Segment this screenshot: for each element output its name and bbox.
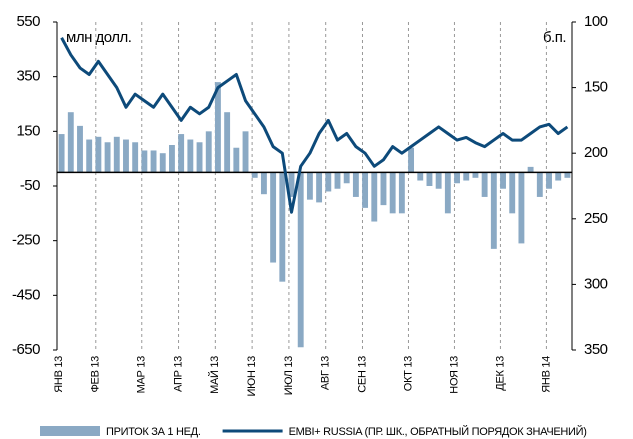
bar (490, 172, 497, 249)
y-tick-label: 550 (16, 13, 40, 30)
bar (417, 172, 424, 181)
bar (178, 134, 185, 173)
bar (95, 136, 102, 173)
bar (435, 172, 442, 189)
bar (334, 172, 341, 189)
y2-tick-label: 350 (584, 341, 608, 358)
bar (260, 172, 267, 195)
bar (352, 172, 359, 197)
legend-swatch (40, 426, 100, 436)
x-tick-label: ИЮН 13 (246, 356, 258, 397)
x-tick-label: АВГ 13 (320, 356, 332, 390)
bar (527, 166, 534, 173)
bar (472, 172, 479, 178)
bar (132, 142, 139, 173)
bar (233, 147, 240, 173)
bar (123, 139, 129, 173)
legend-label: EMBI+ RUSSIA (ПР. ШК., ОБРАТНЫЙ ПОРЯДОК … (289, 425, 587, 438)
bar (325, 172, 332, 192)
y2-tick-label: 300 (584, 275, 608, 292)
x-tick-label: ИЮЛ 13 (283, 356, 295, 395)
bar (77, 125, 83, 173)
y-tick-label: -650 (12, 341, 40, 358)
bar (316, 172, 323, 203)
bar (141, 150, 148, 173)
bar (389, 172, 396, 214)
x-tick-label: ЯНВ 14 (540, 356, 552, 393)
y-tick-label: 350 (16, 68, 40, 85)
bar (251, 172, 258, 178)
bar (343, 172, 350, 184)
bar (509, 172, 516, 214)
bar (214, 82, 221, 173)
bar (555, 172, 562, 181)
bar (564, 172, 571, 178)
bar (242, 131, 249, 173)
x-tick-label: МАЙ 13 (208, 356, 221, 394)
y2-tick-label: 100 (584, 13, 608, 30)
x-tick-label: ФЕВ 13 (90, 356, 102, 393)
bar (371, 172, 378, 222)
x-tick-label: НОЯ 13 (448, 356, 460, 394)
bar (270, 172, 277, 263)
legend-label: ПРИТОК ЗА 1 НЕД. (106, 426, 201, 438)
x-tick-label: СЕН 13 (356, 356, 368, 393)
y-tick-label: 150 (16, 122, 40, 139)
line (60, 37, 569, 214)
bar (546, 172, 552, 189)
bar (408, 147, 415, 173)
y-tick-label: -50 (20, 177, 40, 194)
bar (536, 172, 543, 197)
x-tick-label: ДЕК 13 (494, 356, 506, 391)
bar (398, 172, 405, 214)
bar (518, 172, 525, 244)
bar (500, 172, 506, 189)
x-tick-label: ЯНВ 13 (53, 356, 65, 393)
y2-tick-label: 200 (584, 144, 608, 161)
bar (279, 172, 286, 282)
bar (169, 145, 175, 173)
y2-tick-label: 150 (584, 79, 608, 96)
bar (224, 112, 231, 173)
x-tick-label: МАР 13 (136, 356, 148, 394)
left-unit: млн долл. (66, 29, 131, 46)
bar (86, 139, 93, 173)
bar (444, 172, 451, 214)
bar (205, 131, 212, 173)
bar (187, 139, 194, 173)
bar (297, 172, 304, 348)
bar (481, 172, 488, 197)
bar (426, 172, 433, 186)
bar (306, 172, 313, 200)
bar (58, 134, 65, 173)
bar (113, 136, 120, 173)
bar (288, 172, 295, 197)
bar (380, 172, 387, 206)
bar (159, 153, 166, 173)
bar (104, 142, 111, 173)
bar (362, 172, 369, 208)
x-tick-label: ОКТ 13 (402, 356, 414, 391)
y2-tick-label: 250 (584, 210, 608, 227)
bar (454, 172, 460, 184)
right-unit: б.п. (543, 29, 566, 46)
y-tick-label: -450 (12, 286, 40, 303)
y-tick-label: -250 (12, 232, 40, 249)
x-tick-label: АПР 13 (172, 356, 184, 392)
bar (67, 112, 74, 173)
bar (196, 142, 203, 173)
bar (463, 172, 470, 181)
bar (150, 150, 157, 173)
